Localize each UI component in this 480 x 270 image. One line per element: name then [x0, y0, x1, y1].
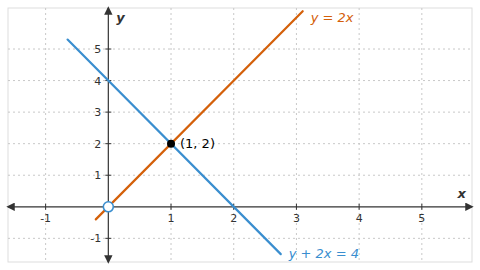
- line-label: y + 2x = 4: [288, 246, 359, 261]
- grid-line-y: [8, 80, 472, 81]
- y-tick-label: 3: [94, 106, 101, 119]
- x-tick-label: 4: [356, 212, 363, 225]
- grid-line-y: [8, 143, 472, 144]
- point-label: (1, 2): [180, 136, 215, 151]
- y-axis: [108, 8, 109, 262]
- series-line: [96, 11, 303, 219]
- x-axis: [8, 206, 472, 207]
- x-tick-label: 2: [230, 212, 237, 225]
- y-tick-label: 2: [94, 138, 101, 151]
- x-tick-label: 3: [293, 212, 300, 225]
- x-tick: [359, 204, 360, 210]
- y-tick-label: 1: [94, 169, 101, 182]
- plot-area: [68, 11, 303, 254]
- y-tick: [105, 143, 111, 144]
- open-point: [103, 202, 113, 212]
- x-tick-label: 5: [418, 212, 425, 225]
- y-tick: [105, 112, 111, 113]
- x-tick-label: 1: [168, 212, 175, 225]
- x-tick: [421, 204, 422, 210]
- y-tick-label: -1: [90, 232, 101, 245]
- y-tick: [105, 175, 111, 176]
- y-tick-label: 4: [94, 75, 101, 88]
- x-tick: [171, 204, 172, 210]
- grid-line-y: [8, 112, 472, 113]
- y-tick-label: 5: [94, 43, 101, 56]
- x-axis-label: x: [457, 186, 467, 201]
- x-tick-label: -1: [40, 212, 51, 225]
- x-tick: [296, 204, 297, 210]
- grid-line-y: [8, 175, 472, 176]
- grid-line-y: [8, 238, 472, 239]
- point: [167, 140, 175, 148]
- y-tick: [105, 238, 111, 239]
- x-tick: [45, 204, 46, 210]
- y-axis-label: y: [116, 10, 125, 25]
- chart: -1 1 2 3 4 5 -1 1 2 3 4 5 x y y = 2x y + 2x = 4 (1, 2): [0, 0, 480, 270]
- series-line: [68, 40, 281, 255]
- line-label: y = 2x: [310, 10, 354, 25]
- plot-frame: [8, 8, 472, 262]
- y-tick: [105, 49, 111, 50]
